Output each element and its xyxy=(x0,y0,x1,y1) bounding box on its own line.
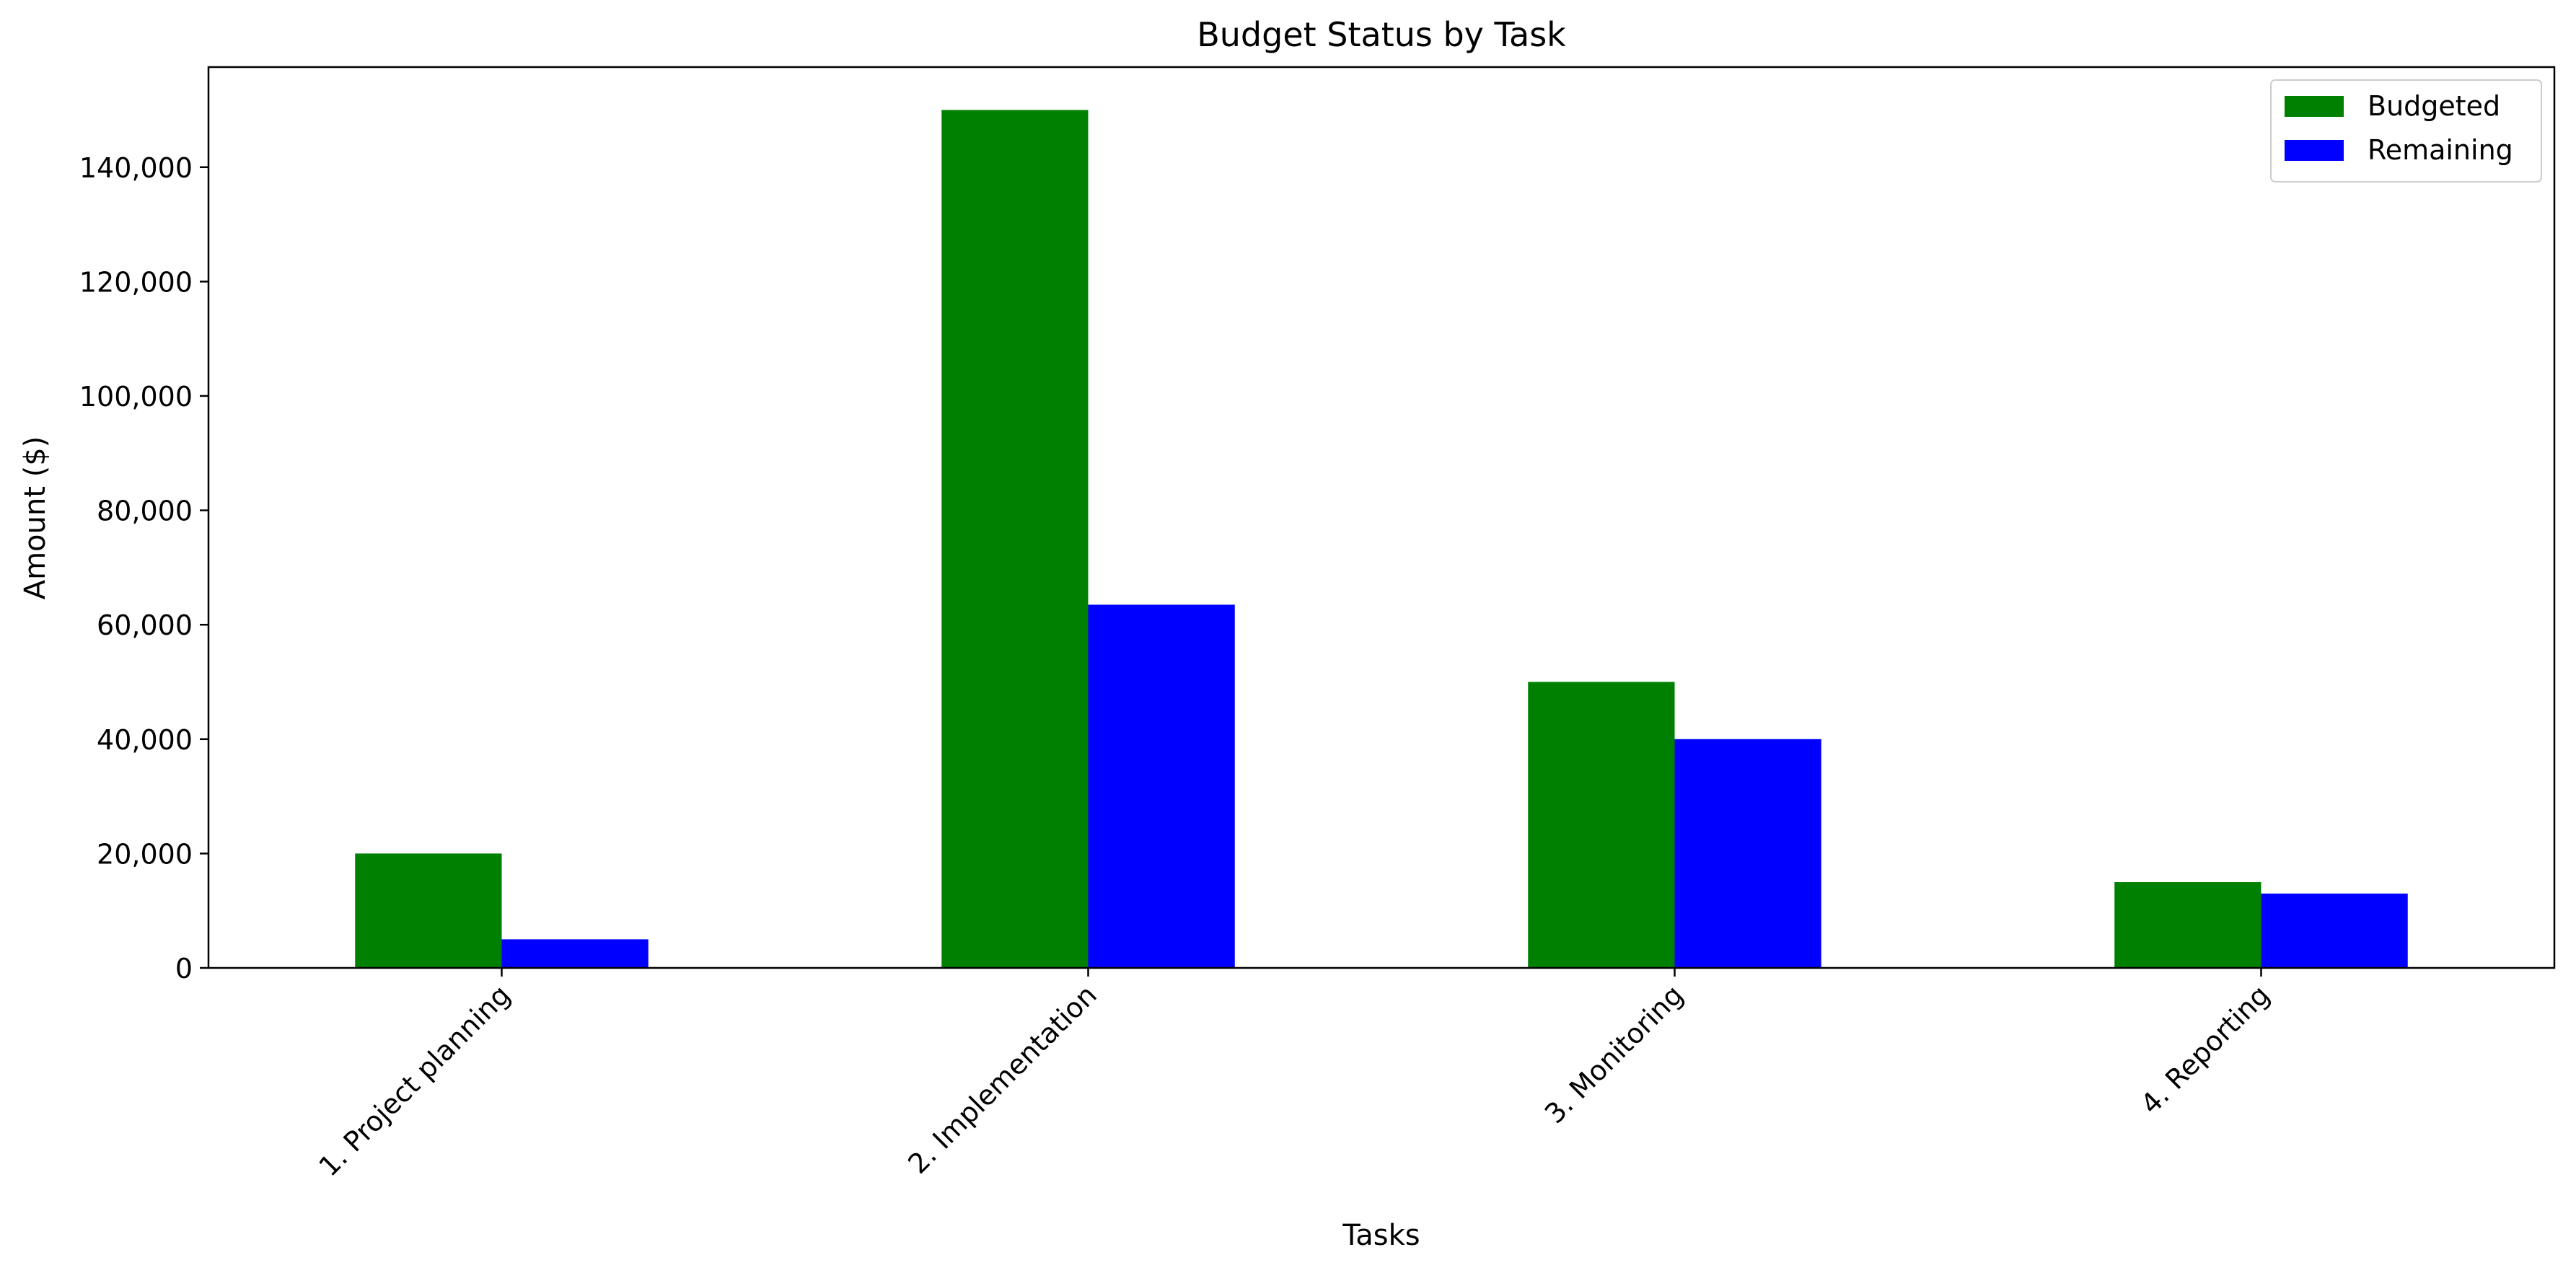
x-tick-label: 2. Implementation xyxy=(902,979,1103,1180)
x-tick-label: 4. Reporting xyxy=(2135,979,2276,1120)
legend: Budgeted Remaining xyxy=(2270,79,2542,182)
y-tick-label: 80,000 xyxy=(97,495,193,527)
y-tick-label: 60,000 xyxy=(97,609,193,641)
legend-swatch-remaining xyxy=(2285,140,2344,161)
y-tick-label: 0 xyxy=(175,953,193,985)
legend-label-remaining: Remaining xyxy=(2368,134,2513,166)
y-tick-label: 100,000 xyxy=(79,381,193,413)
x-axis-label: Tasks xyxy=(1342,1219,1420,1252)
bar-remaining-2 xyxy=(1088,604,1235,968)
y-tick-label: 20,000 xyxy=(97,838,193,870)
y-tick-label: 120,000 xyxy=(79,266,193,298)
bar-budgeted-3 xyxy=(1528,682,1675,968)
legend-swatch-budgeted xyxy=(2285,96,2344,117)
bar-remaining-1 xyxy=(501,939,649,968)
bar-budgeted-1 xyxy=(355,853,502,968)
bar-remaining-4 xyxy=(2261,893,2408,968)
y-tick-label: 140,000 xyxy=(79,152,193,184)
x-tick-label: 1. Project planning xyxy=(312,979,516,1182)
y-axis-label: Amount ($) xyxy=(19,436,52,600)
legend-label-budgeted: Budgeted xyxy=(2368,90,2500,122)
bar-remaining-3 xyxy=(1674,739,1821,968)
plot-frame xyxy=(207,66,2556,969)
x-tick-label: 3. Monitoring xyxy=(1539,979,1689,1129)
y-tick-label: 40,000 xyxy=(97,724,193,756)
plot-area: 0 20,000 40,000 60,000 80,000 100,000 120,000 1… xyxy=(79,66,2556,1183)
chart-title: Budget Status by Task xyxy=(1197,15,1566,54)
bar-budgeted-2 xyxy=(941,110,1089,968)
bar-budgeted-4 xyxy=(2114,882,2261,968)
